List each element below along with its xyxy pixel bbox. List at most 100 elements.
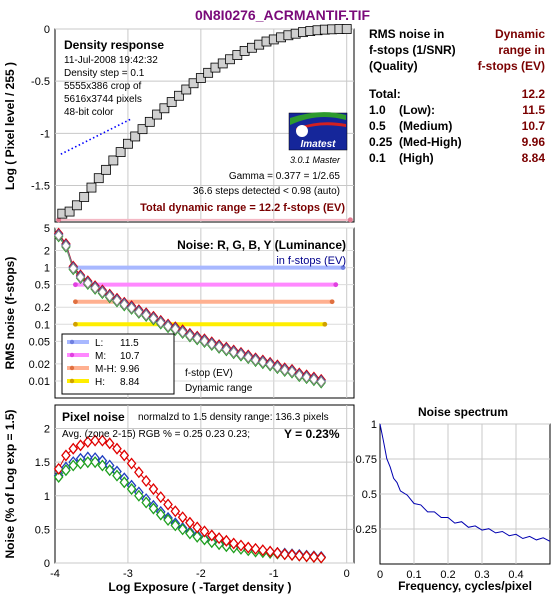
noise-fstop-point xyxy=(265,358,275,371)
pixel-noise-point xyxy=(104,437,115,450)
rms-heading-right: Dynamic range in f-stops (EV) xyxy=(478,27,546,73)
rms-range-value: 10.7 xyxy=(522,119,546,133)
pixel-y-tick: 1.5 xyxy=(35,457,50,469)
noise-fstop-point xyxy=(250,354,261,367)
spectrum-x-ticks: 0 0.1 0.2 0.3 0.4 xyxy=(377,569,524,581)
density-y-ticks: 0 -0.5 -1 -1.5 xyxy=(31,24,50,192)
legend-value: 10.7 xyxy=(120,351,140,362)
legend-key: M: xyxy=(95,351,106,362)
legend-key: H: xyxy=(95,377,105,388)
pixel-noise-point xyxy=(104,464,115,477)
pixel-noise-heading: Pixel noise xyxy=(62,410,125,424)
pixel-noise-point xyxy=(126,457,137,470)
noise-y-tick: 2 xyxy=(44,246,50,258)
noise-y-tick: 0.05 xyxy=(29,336,50,348)
pixel-noise-point xyxy=(119,449,130,462)
pixel-noise-point xyxy=(214,532,224,545)
rms-quality-label: (Medium) xyxy=(399,119,452,133)
pixel-noise-point xyxy=(199,533,210,546)
pixel-noise-point xyxy=(90,434,100,447)
noise-y-tick: 1 xyxy=(44,263,50,275)
pixel-noise-point xyxy=(134,466,144,479)
pixel-x-tick: -2 xyxy=(196,568,206,580)
rms-heading-left-line: f-stops (1/SNR) xyxy=(369,43,456,57)
pixel-x-tick: -4 xyxy=(50,568,60,580)
pixel-noise-point xyxy=(141,474,151,488)
density-info-line: 48-bit color xyxy=(64,107,114,118)
pixel-noise-point xyxy=(199,525,210,538)
rms-heading-left-line: (Quality) xyxy=(369,59,418,73)
density-point xyxy=(86,182,97,193)
noise-fstop-curves xyxy=(53,227,326,389)
total-range-text: Total dynamic range = 12.2 f-stops (EV) xyxy=(140,202,345,214)
density-info-line: 11-Jul-2008 19:42:32 xyxy=(64,55,158,66)
pixel-noise-point xyxy=(148,502,159,515)
spectrum-y-tick: 0.75 xyxy=(356,454,377,466)
pixel-noise-point xyxy=(75,439,86,452)
noise-y-tick: 5 xyxy=(44,223,50,235)
density-point xyxy=(195,73,206,83)
density-point xyxy=(174,90,184,101)
noise-y-tick: 0.01 xyxy=(29,376,50,388)
pixel-noise-point xyxy=(316,551,327,564)
noise-fstop-sub: in f-stops (EV) xyxy=(276,255,346,267)
pixel-noise-point xyxy=(221,534,232,547)
legend-note-2: Dynamic range xyxy=(185,383,253,394)
rms-quality: Total: xyxy=(369,87,401,101)
pixel-noise-point xyxy=(206,529,217,542)
pixel-noise-panel: 2 1.5 1 0.5 0 -4 -3 -2 -1 0 Noise (% of Log exp … xyxy=(3,404,355,594)
noise-fstop-point xyxy=(294,369,305,382)
density-point xyxy=(188,78,199,89)
spectrum-y-ticks: 1 0.75 0.5 0.25 xyxy=(356,419,377,536)
density-point xyxy=(64,206,75,217)
pixel-noise-point xyxy=(126,483,137,496)
rms-range-value: 11.5 xyxy=(522,103,545,117)
spectrum-x-tick: 0.2 xyxy=(440,569,455,581)
noise-fstop-point xyxy=(170,323,181,335)
noise-fstop-point xyxy=(301,371,312,384)
spectrum-x-tick: 0.4 xyxy=(508,569,523,581)
threshold-end xyxy=(333,282,339,288)
rms-table: RMS noise in f-stops (1/SNR) (Quality) Dyn… xyxy=(369,27,545,165)
noise-y-tick: 0.1 xyxy=(35,319,50,331)
density-dotted-line xyxy=(60,118,132,155)
pixel-noise-y-value: Y = 0.23% xyxy=(284,427,340,441)
density-point xyxy=(130,131,141,142)
pixel-noise-point xyxy=(301,550,312,563)
pixel-noise-point xyxy=(287,548,297,561)
threshold-start xyxy=(73,299,78,305)
rms-quality: 0.1 xyxy=(369,151,386,165)
pixel-noise-point xyxy=(279,548,290,561)
noise-fstop-point xyxy=(53,229,64,242)
pixel-x-tick: -3 xyxy=(123,568,133,580)
density-heading: Density response xyxy=(64,38,164,52)
noise-fstop-point xyxy=(126,302,137,314)
threshold-start xyxy=(73,282,78,288)
pixel-noise-point xyxy=(112,469,122,482)
noise-fstop-point xyxy=(316,375,326,388)
version-text: 3.0.1 Master xyxy=(290,155,341,165)
pixel-noise-point xyxy=(97,434,108,447)
pixel-noise-point xyxy=(185,516,195,529)
noise-fstop-point xyxy=(280,364,290,377)
noise-fstop-point xyxy=(243,351,253,364)
pixel-noise-point xyxy=(97,459,108,472)
rms-quality-label: (Low): xyxy=(399,103,435,117)
rms-quality: 0.25 xyxy=(369,135,393,149)
rms-heading-right-line: range in xyxy=(498,43,545,57)
noise-fstop-point xyxy=(104,290,115,303)
legend-key: M-H: xyxy=(95,364,117,375)
spectrum-heading: Noise spectrum xyxy=(418,405,508,419)
noise-fstop-point xyxy=(134,306,144,318)
pixel-noise-point xyxy=(294,549,305,562)
pixel-noise-point xyxy=(82,456,93,469)
noise-fstop-point xyxy=(163,320,173,333)
noise-fstop-point xyxy=(199,335,210,347)
range-bar-end xyxy=(347,217,353,223)
threshold-end xyxy=(322,321,328,327)
pixel-noise-y-label: Noise (% of Log exp = 1.5) xyxy=(3,409,17,558)
rms-heading-left-line: RMS noise in xyxy=(369,27,444,41)
noise-fstop-point xyxy=(221,343,232,356)
pixel-noise-point xyxy=(90,456,100,469)
